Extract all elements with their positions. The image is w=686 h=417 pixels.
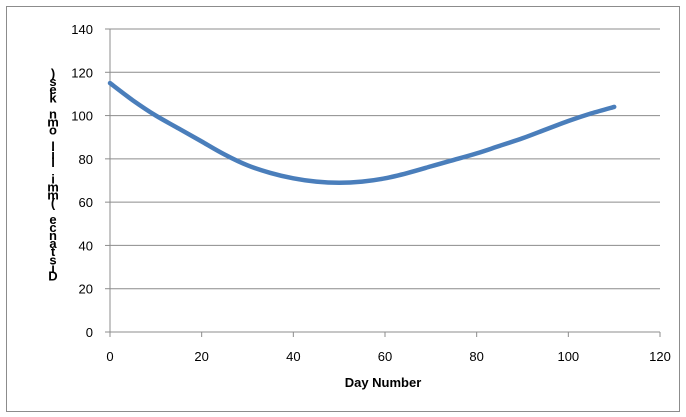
x-axis-label: Day Number [345,375,422,390]
y-tick-label: 140 [71,22,93,37]
gridlines [110,28,660,290]
y-tick-labels: 0 20 40 60 80 100 120 140 [71,22,93,340]
x-tick-label: 40 [286,349,300,364]
y-tick-label: 80 [79,152,93,167]
x-tick-label: 120 [649,349,671,364]
y-tick-label: 20 [79,282,93,297]
x-tick-label: 60 [378,349,392,364]
x-tick-label: 100 [557,349,579,364]
y-tick-label: 100 [71,109,93,124]
y-tick-label: 60 [79,195,93,210]
chart-border [6,6,680,412]
x-tick-label: 0 [106,349,113,364]
y-axis-label-text: ) s e k n m o l i l i m m(e c n a t s i D [47,66,59,284]
y-tick-label: 40 [79,238,93,253]
y-tick-label: 120 [71,65,93,80]
axes [105,28,661,337]
series-line-0 [107,80,617,185]
x-tick-labels: 0 20 40 60 80 100 120 [106,349,670,364]
y-axis-label: ) s e k n m o l i l i m m(e c n a t s i D [47,66,59,284]
y-tick-label: 0 [86,325,93,340]
x-tick-label: 80 [469,349,483,364]
x-tick-label: 20 [194,349,208,364]
series-layer [107,80,617,185]
